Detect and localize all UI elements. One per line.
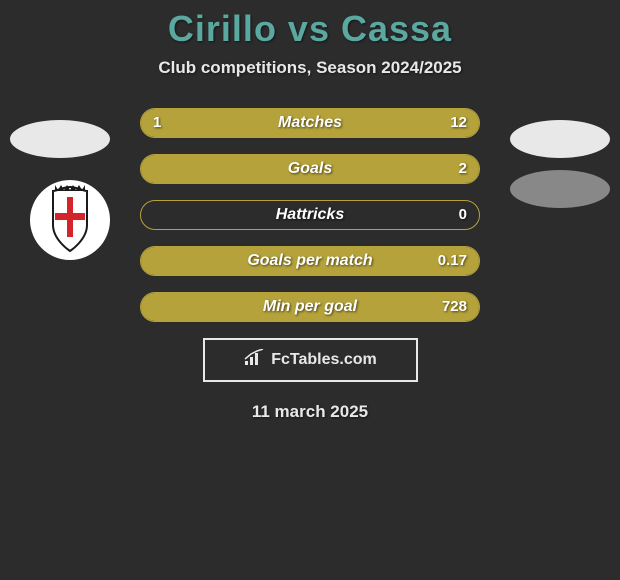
stat-row-hattricks: Hattricks 0 bbox=[140, 200, 480, 230]
stat-value-right: 2 bbox=[459, 155, 467, 183]
stat-value-right: 0 bbox=[459, 201, 467, 229]
stat-row-goals-per-match: Goals per match 0.17 bbox=[140, 246, 480, 276]
stats-section: 1 Matches 12 Goals 2 Hattricks 0 Goals p… bbox=[0, 108, 620, 322]
stat-label: Hattricks bbox=[141, 201, 479, 229]
date-label: 11 march 2025 bbox=[0, 402, 620, 422]
stat-value-right: 728 bbox=[442, 293, 467, 321]
stat-label: Goals bbox=[141, 155, 479, 183]
comparison-subtitle: Club competitions, Season 2024/2025 bbox=[0, 58, 620, 78]
stat-label: Min per goal bbox=[141, 293, 479, 321]
stat-row-min-per-goal: Min per goal 728 bbox=[140, 292, 480, 322]
brand-link[interactable]: FcTables.com bbox=[203, 338, 418, 382]
chart-icon bbox=[243, 349, 265, 372]
stat-label: Matches bbox=[141, 109, 479, 137]
comparison-title: Cirillo vs Cassa bbox=[0, 0, 620, 50]
stat-value-right: 12 bbox=[450, 109, 467, 137]
stat-value-right: 0.17 bbox=[438, 247, 467, 275]
brand-label: FcTables.com bbox=[271, 351, 377, 369]
stat-row-goals: Goals 2 bbox=[140, 154, 480, 184]
stat-row-matches: 1 Matches 12 bbox=[140, 108, 480, 138]
stat-label: Goals per match bbox=[141, 247, 479, 275]
